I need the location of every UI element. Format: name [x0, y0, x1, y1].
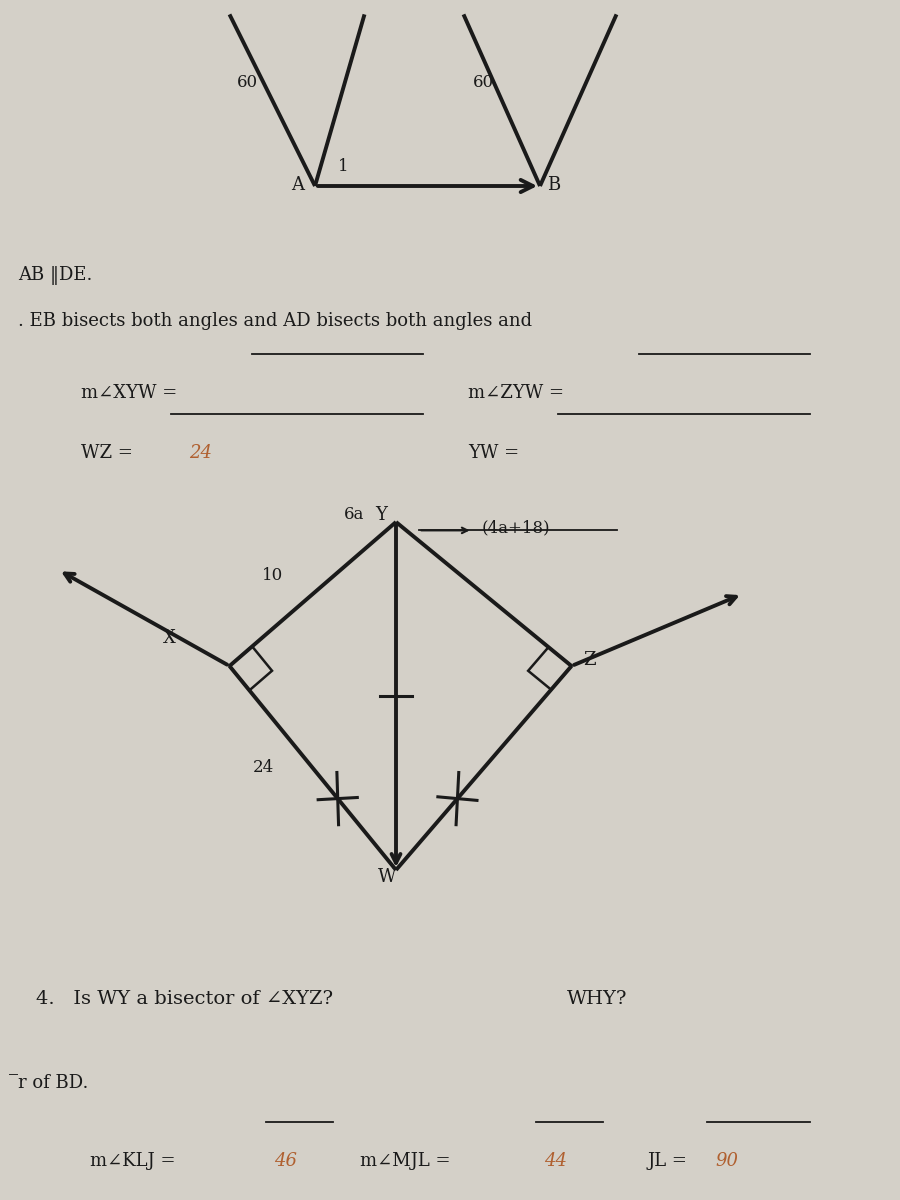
Text: JL =: JL =	[648, 1152, 694, 1170]
Text: 60: 60	[237, 74, 257, 91]
Text: AB ‖DE.: AB ‖DE.	[18, 266, 93, 286]
Text: 4.   Is WY a bisector of ∠XYZ?: 4. Is WY a bisector of ∠XYZ?	[36, 990, 333, 1008]
Text: . EB bisects both angles and AD bisects both angles and: . EB bisects both angles and AD bisects …	[18, 312, 532, 330]
Text: 60: 60	[472, 74, 493, 91]
Text: 46: 46	[274, 1152, 298, 1170]
Text: 24: 24	[189, 444, 212, 462]
Text: 90: 90	[716, 1152, 739, 1170]
Text: 24: 24	[253, 760, 274, 776]
Text: m∠XYW =: m∠XYW =	[81, 384, 183, 402]
Text: 10: 10	[262, 568, 284, 584]
Text: (4a+18): (4a+18)	[482, 520, 550, 536]
Text: m∠ZYW =: m∠ZYW =	[468, 384, 570, 402]
Text: m∠MJL =: m∠MJL =	[360, 1152, 456, 1170]
Text: W: W	[378, 868, 396, 886]
Text: 6a: 6a	[344, 506, 364, 523]
Text: A: A	[292, 176, 304, 194]
Text: WHY?: WHY?	[567, 990, 627, 1008]
Text: WZ =: WZ =	[81, 444, 139, 462]
Text: m∠KLJ =: m∠KLJ =	[90, 1152, 181, 1170]
Text: YW =: YW =	[468, 444, 525, 462]
Text: 1: 1	[338, 158, 348, 175]
Text: 44: 44	[544, 1152, 568, 1170]
Text: X: X	[163, 629, 176, 647]
Text: Z: Z	[583, 650, 596, 670]
Text: Y: Y	[375, 506, 387, 524]
Text: ̅r of BD.: ̅r of BD.	[18, 1074, 88, 1092]
Text: B: B	[547, 176, 561, 194]
